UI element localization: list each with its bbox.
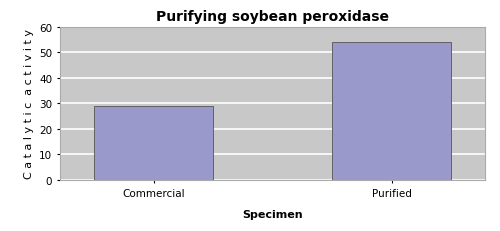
X-axis label: Specimen: Specimen <box>242 209 303 219</box>
Title: Purifying soybean peroxidase: Purifying soybean peroxidase <box>156 10 389 24</box>
Bar <box>332 43 451 180</box>
Bar <box>94 106 213 180</box>
Y-axis label: C a t a l y t i c  a c t i v i t y: C a t a l y t i c a c t i v i t y <box>24 29 34 179</box>
